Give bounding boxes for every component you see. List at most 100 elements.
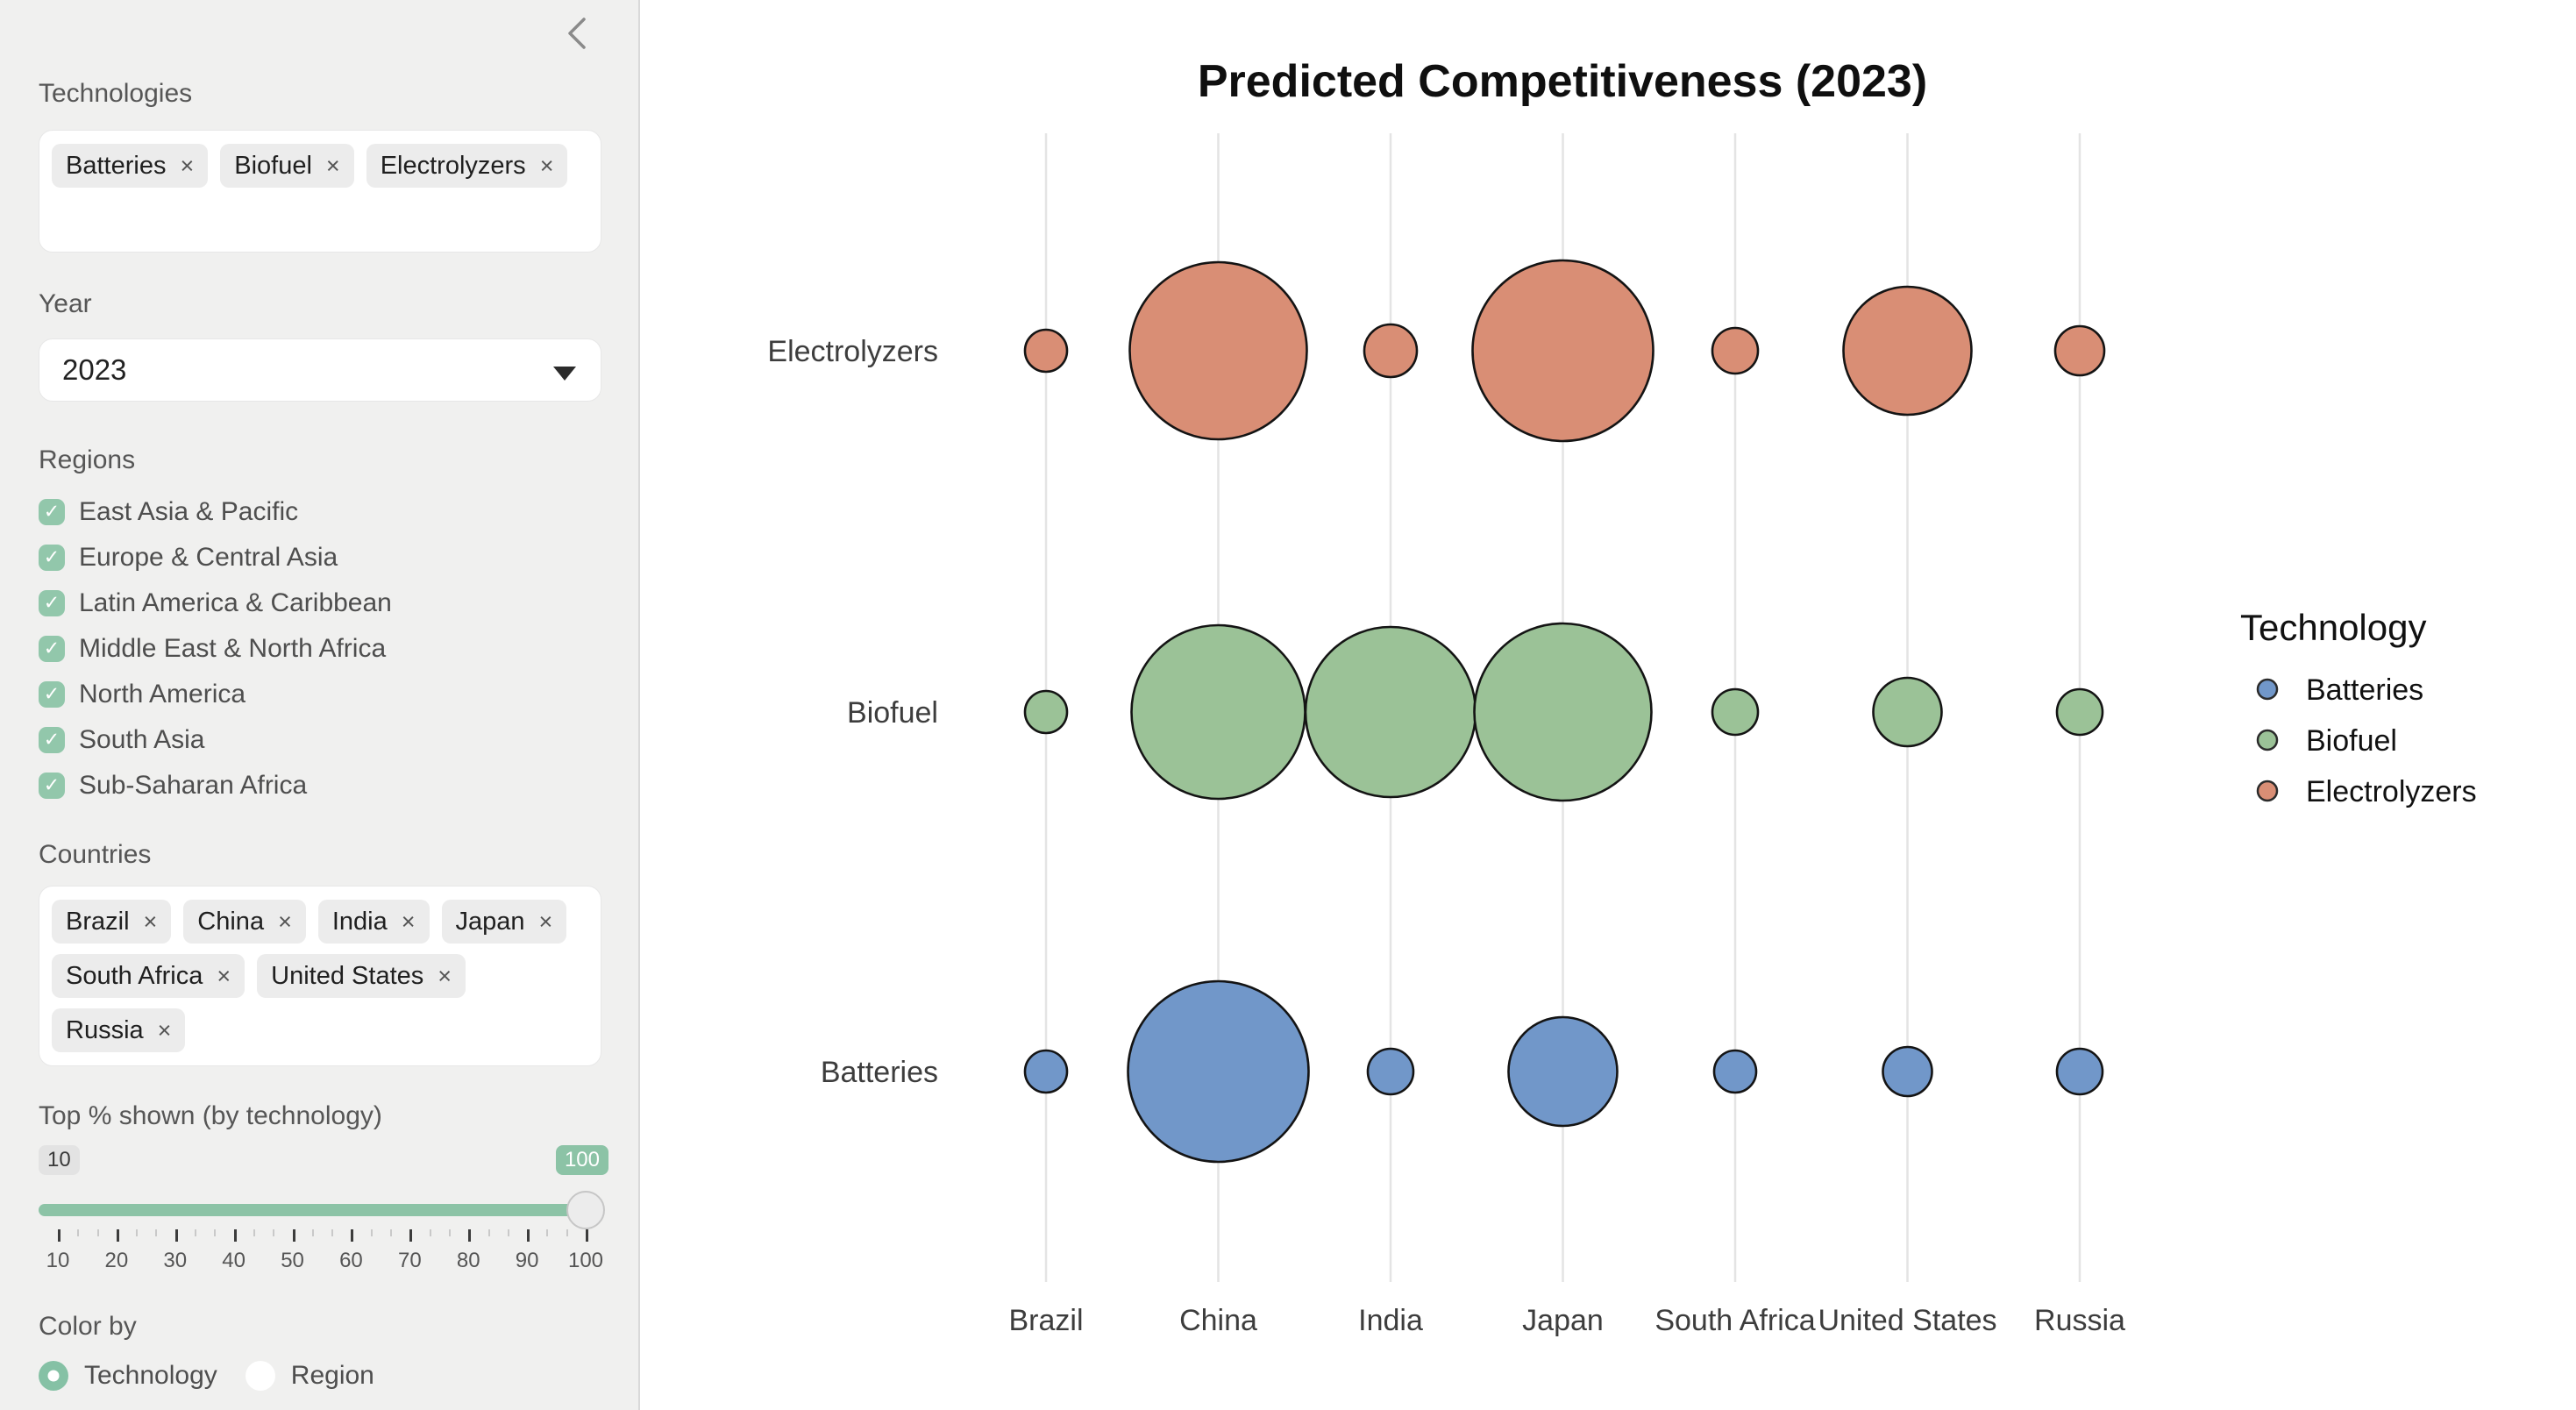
countries-label: Countries [39, 840, 152, 869]
legend-swatch-biofuel[interactable] [2256, 729, 2279, 751]
remove-tag-batteries-button[interactable]: × [180, 153, 195, 179]
slider-minor-tick [507, 1229, 509, 1236]
legend-label-biofuel[interactable]: Biofuel [2306, 724, 2397, 758]
bubble-electrolyzers-china[interactable] [1128, 260, 1308, 441]
bubble-biofuel-russia[interactable] [2055, 687, 2104, 737]
remove-tag-biofuel-button[interactable]: × [325, 153, 340, 179]
sidebar-collapse-button[interactable] [563, 16, 593, 51]
region-option-north-america[interactable]: North America [39, 672, 601, 717]
legend-swatch-batteries[interactable] [2256, 678, 2279, 701]
region-option-south-asia[interactable]: South Asia [39, 717, 601, 763]
bubble-batteries-japan[interactable] [1507, 1015, 1619, 1128]
bubble-electrolyzers-japan[interactable] [1471, 259, 1654, 443]
bubble-chart: Predicted Competitiveness (2023) Electrol… [767, 56, 2477, 1337]
slider-badges: 10 100 [39, 1145, 608, 1179]
bubble-batteries-russia[interactable] [2055, 1047, 2104, 1096]
regions-label: Regions [39, 445, 136, 474]
year-select[interactable]: 2023 [39, 338, 601, 402]
bubble-electrolyzers-brazil[interactable] [1023, 328, 1069, 374]
region-option-east-asia-pacific[interactable]: East Asia & Pacific [39, 489, 601, 535]
slider-minor-tick [546, 1229, 549, 1236]
checkbox-checked-icon[interactable] [39, 773, 65, 799]
checkbox-checked-icon[interactable] [39, 545, 65, 571]
bubble-batteries-united-states[interactable] [1882, 1045, 1933, 1098]
tag-south-africa: South Africa × [52, 954, 246, 998]
technologies-multiselect[interactable]: Batteries × Biofuel × Electrolyzers × [39, 130, 601, 253]
legend-swatch-electrolyzers[interactable] [2256, 780, 2279, 802]
remove-tag-india-button[interactable]: × [401, 908, 416, 935]
checkbox-checked-icon[interactable] [39, 499, 65, 525]
remove-tag-south-africa-button[interactable]: × [217, 963, 231, 989]
bubble-batteries-south-africa[interactable] [1712, 1049, 1758, 1094]
bubble-biofuel-brazil[interactable] [1023, 689, 1069, 735]
bubble-electrolyzers-russia[interactable] [2053, 324, 2106, 377]
bubble-biofuel-united-states[interactable] [1872, 676, 1943, 748]
slider-minor-tick [253, 1229, 255, 1236]
region-option-label: North America [79, 680, 246, 709]
region-option-middle-east-north-africa[interactable]: Middle East & North Africa [39, 626, 601, 672]
bubble-electrolyzers-india[interactable] [1363, 323, 1419, 379]
bubble-biofuel-japan[interactable] [1473, 622, 1653, 802]
radio-label-technology[interactable]: Technology [84, 1361, 217, 1390]
y-axis-label-biofuel: Biofuel [847, 696, 938, 730]
slider-minor-tick [429, 1229, 431, 1236]
bubble-electrolyzers-south-africa[interactable] [1711, 326, 1760, 375]
x-axis-label-united-states: United States [1818, 1304, 1996, 1337]
remove-tag-brazil-button[interactable]: × [143, 908, 158, 935]
remove-tag-electrolyzers-button[interactable]: × [539, 153, 554, 179]
bubble-biofuel-south-africa[interactable] [1711, 687, 1760, 737]
x-axis-label-russia: Russia [2034, 1304, 2125, 1337]
slider-row [39, 1191, 605, 1229]
x-axis-label-china: China [1179, 1304, 1257, 1337]
legend-title: Technology [2240, 607, 2426, 648]
slider-tick-label: 60 [339, 1249, 363, 1272]
bubble-batteries-brazil[interactable] [1023, 1049, 1069, 1094]
tag-label: United States [271, 962, 424, 990]
radio-technology-selected[interactable] [39, 1361, 68, 1391]
slider-minor-tick [273, 1229, 275, 1236]
radio-region[interactable] [245, 1361, 275, 1391]
slider-major-tick [351, 1229, 354, 1242]
region-option-europe-central-asia[interactable]: Europe & Central Asia [39, 535, 601, 580]
region-option-label: South Asia [79, 725, 205, 754]
checkbox-checked-icon[interactable] [39, 727, 65, 753]
tag-brazil: Brazil × [52, 900, 172, 944]
remove-tag-china-button[interactable]: × [278, 908, 292, 935]
y-axis-label-batteries: Batteries [821, 1056, 938, 1089]
slider-handle[interactable] [566, 1191, 605, 1229]
top-percent-label: Top % shown (by technology) [39, 1101, 382, 1130]
remove-tag-japan-button[interactable]: × [538, 908, 553, 935]
bubble-biofuel-china[interactable] [1130, 623, 1306, 801]
checkbox-checked-icon[interactable] [39, 590, 65, 616]
tag-india: India × [317, 900, 430, 944]
countries-multiselect[interactable]: Brazil × China × India × Japan × South Africa × Un… [39, 886, 601, 1066]
bubble-biofuel-india[interactable] [1304, 625, 1477, 799]
region-option-label: Middle East & North Africa [79, 634, 387, 663]
slider-minor-tick [370, 1229, 373, 1236]
checkbox-checked-icon[interactable] [39, 636, 65, 662]
remove-tag-united-states-button[interactable]: × [438, 963, 452, 989]
region-option-latin-america-caribbean[interactable]: Latin America & Caribbean [39, 580, 601, 626]
bubble-batteries-india[interactable] [1366, 1047, 1415, 1096]
tag-label: Electrolyzers [380, 152, 526, 180]
slider-ticks [58, 1229, 588, 1243]
slider-minor-tick [214, 1229, 217, 1236]
chart-area: Predicted Competitiveness (2023) Electrol… [640, 0, 2576, 1410]
slider-minor-tick [96, 1229, 99, 1236]
region-option-sub-saharan-africa[interactable]: Sub-Saharan Africa [39, 763, 601, 808]
radio-label-region[interactable]: Region [290, 1361, 374, 1390]
remove-tag-russia-button[interactable]: × [157, 1017, 172, 1043]
slider-major-tick [116, 1229, 119, 1242]
bubble-batteries-china[interactable] [1127, 979, 1310, 1164]
color-by-radio-group: Technology Region [39, 1361, 601, 1391]
bubble-electrolyzers-united-states[interactable] [1842, 285, 1973, 417]
region-option-label: Europe & Central Asia [79, 543, 338, 572]
checkbox-checked-icon[interactable] [39, 681, 65, 708]
legend-label-electrolyzers[interactable]: Electrolyzers [2306, 775, 2477, 808]
slider-value-badge: 100 [555, 1145, 608, 1175]
slider-track[interactable] [39, 1191, 605, 1229]
slider-tick-label: 50 [281, 1249, 304, 1272]
legend-label-batteries[interactable]: Batteries [2306, 673, 2423, 707]
tag-biofuel: Biofuel × [220, 144, 354, 188]
slider-tick-label: 40 [222, 1249, 246, 1272]
